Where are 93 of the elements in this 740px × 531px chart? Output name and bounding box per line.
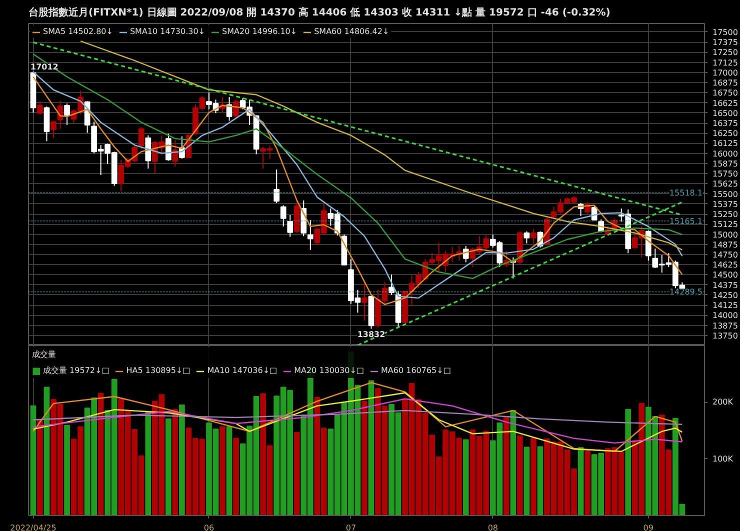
bar xyxy=(226,426,232,516)
y-tick-label: 16875 xyxy=(712,78,738,88)
legend-label: MA10 147036↓□ xyxy=(207,366,278,375)
y-tick-label: 14250 xyxy=(712,290,738,300)
y-tick-label: 16375 xyxy=(712,119,738,128)
bar xyxy=(166,418,172,516)
y-tick-label: 200K xyxy=(712,398,734,407)
y-tick-label: 16000 xyxy=(712,149,738,158)
y-tick-label: 15250 xyxy=(712,210,738,220)
y-tick-label: 17000 xyxy=(712,68,738,78)
line-series xyxy=(32,398,683,444)
x-tick-label: 2022/04/25 xyxy=(10,524,56,531)
y-tick-label: 17375 xyxy=(712,38,738,48)
candlestick xyxy=(280,204,286,227)
ref-line-label: 15518.1 xyxy=(669,188,703,198)
x-tick-label: 07 xyxy=(346,524,356,531)
legend-label: HA5 130895↓□ xyxy=(126,366,190,375)
y-tick-label: 17500 xyxy=(712,28,738,37)
candlestick xyxy=(307,219,314,250)
legend-label: 成交量 19572↓□ xyxy=(43,365,110,376)
candlestick xyxy=(44,106,50,142)
candlestick xyxy=(145,134,152,170)
bar xyxy=(362,400,368,516)
legend-label: SMA60 14806.42↓ xyxy=(314,27,390,36)
y-tick-label: 14000 xyxy=(712,311,738,320)
y-tick-label: 100K xyxy=(712,454,734,464)
y-tick-label: 14875 xyxy=(712,240,738,250)
annotation: 13832 xyxy=(357,330,386,339)
bar xyxy=(524,446,530,516)
candlestick xyxy=(530,228,536,244)
y-tick-label: 15000 xyxy=(712,230,738,240)
y-tick-label: 15750 xyxy=(712,170,738,179)
legend-label: MA60 160765↓□ xyxy=(381,366,451,375)
bar xyxy=(30,405,36,516)
y-tick-label: 14625 xyxy=(712,260,738,270)
y-tick-label: 15625 xyxy=(712,180,738,189)
bar xyxy=(578,447,584,516)
y-tick-label: 16125 xyxy=(712,139,738,148)
bar xyxy=(64,424,70,516)
line-series xyxy=(32,410,683,426)
y-tick-label: 16250 xyxy=(712,129,738,138)
ref-line-label: 14289.5 xyxy=(669,288,703,297)
bar xyxy=(294,432,300,516)
y-tick-label: 15500 xyxy=(712,190,738,199)
annotation: 17012 xyxy=(30,62,58,72)
bar xyxy=(145,411,152,516)
ref-line-label: 15165.1 xyxy=(669,216,703,226)
y-tick-label: 14750 xyxy=(712,250,738,260)
x-tick-label: 08 xyxy=(488,524,498,531)
bar xyxy=(37,419,43,516)
candlestick xyxy=(233,99,239,119)
bar xyxy=(537,446,544,516)
x-tick-label: 06 xyxy=(204,524,214,531)
bar xyxy=(220,426,226,516)
legend-label: SMA10 14730.30↓ xyxy=(130,27,206,36)
y-tick-label: 14500 xyxy=(712,270,738,280)
bar xyxy=(179,404,185,516)
candlestick xyxy=(64,103,70,126)
chart-title: 台股指數近月(FITXN*1) 日線圖 2022/09/08 開 14370 高 14406 低 14303 收 14311 ↓點 量 19572 口 -46 (-0.32%) xyxy=(28,6,610,18)
candlestick xyxy=(138,126,144,150)
candlestick xyxy=(524,230,530,244)
candlestick xyxy=(37,100,43,115)
legend-label: MA20 130030↓□ xyxy=(294,366,364,375)
legend-title: 成交量 xyxy=(32,349,57,360)
y-tick-label: 16750 xyxy=(712,88,738,98)
bar xyxy=(530,438,536,516)
candlestick xyxy=(274,169,280,204)
bar xyxy=(584,450,590,516)
y-tick-label: 15375 xyxy=(712,200,738,209)
candlestick xyxy=(287,214,294,238)
bar xyxy=(625,409,632,516)
y-tick-label: 13750 xyxy=(712,331,738,340)
candlestick xyxy=(388,274,394,296)
y-tick-label: 17125 xyxy=(712,58,738,68)
bar xyxy=(98,392,104,516)
y-tick-label: 14125 xyxy=(712,301,738,310)
x-tick-label: 09 xyxy=(643,524,654,531)
y-tick-label: 16500 xyxy=(712,108,738,118)
legend-label: SMA5 14502.80↓ xyxy=(43,27,113,36)
bar xyxy=(368,380,374,516)
y-tick-label: 15125 xyxy=(712,220,738,230)
y-tick-label: 17250 xyxy=(712,48,738,58)
bar xyxy=(233,438,239,516)
candlestick xyxy=(362,281,368,322)
y-tick-label: 14375 xyxy=(712,280,738,290)
bar xyxy=(504,416,510,516)
y-tick-label: 15875 xyxy=(712,159,738,168)
legend-label: SMA20 14996.10↓ xyxy=(222,27,298,36)
bar xyxy=(517,436,523,516)
y-tick-label: 16625 xyxy=(712,98,738,108)
y-tick-label: 13875 xyxy=(712,321,738,330)
bar xyxy=(462,439,469,516)
candlestick xyxy=(50,120,56,138)
